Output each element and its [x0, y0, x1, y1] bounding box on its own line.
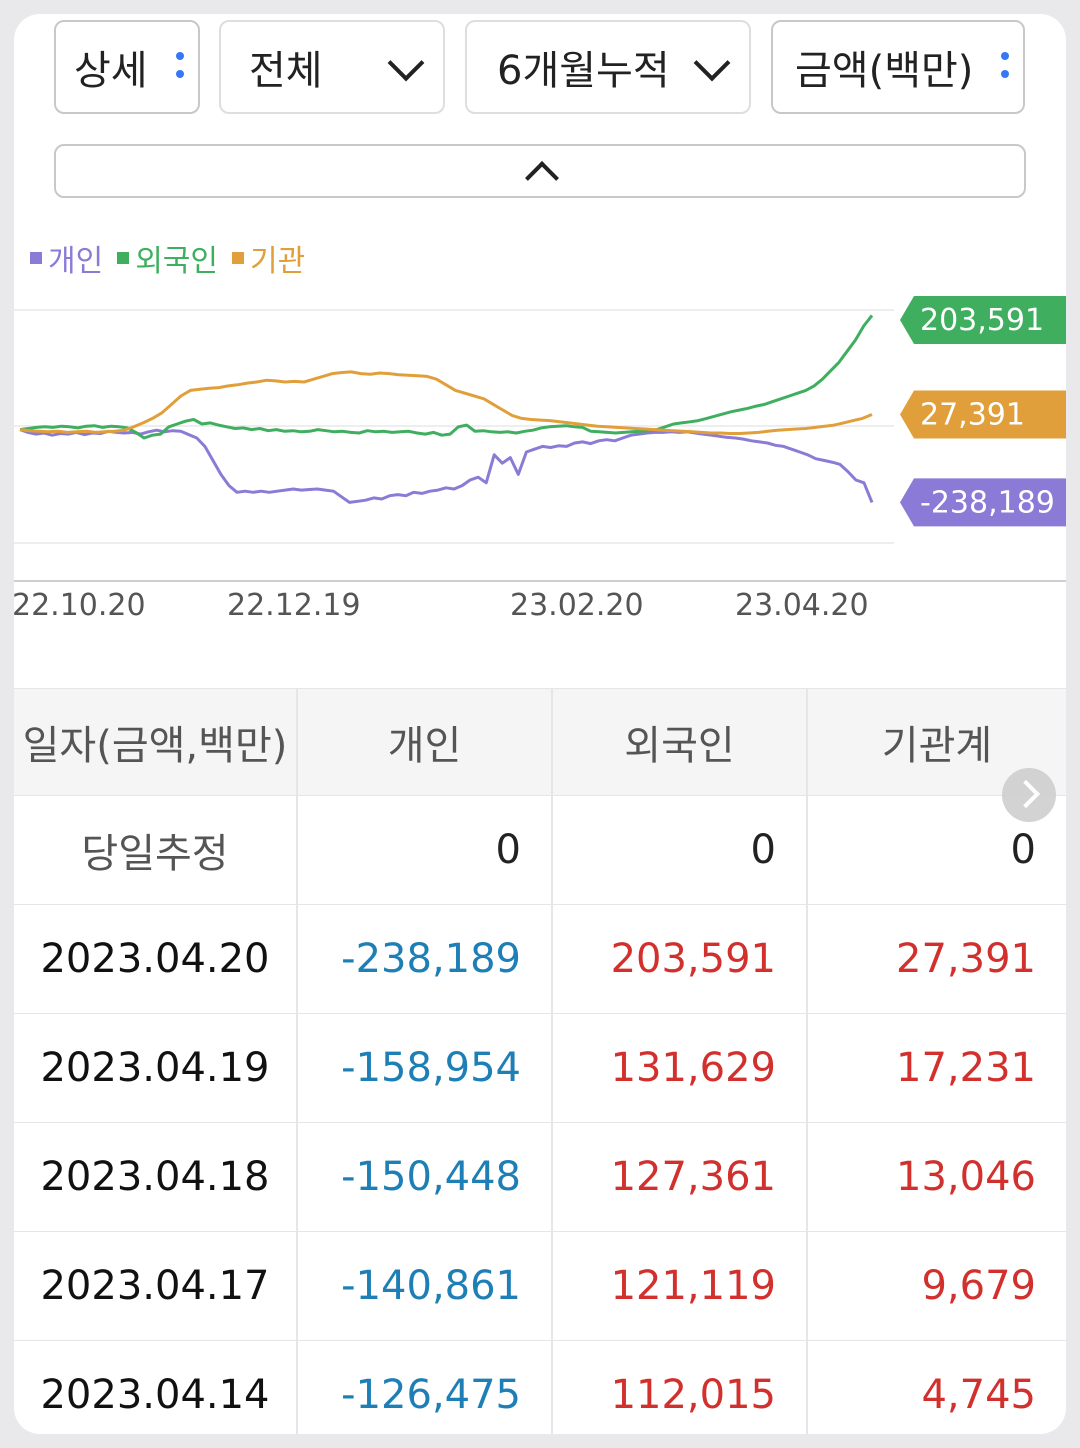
cell-date: 당일추정 [14, 796, 298, 904]
cell-personal: 0 [298, 796, 553, 904]
more-dots-icon [176, 52, 184, 86]
header-personal: 개인 [298, 689, 553, 795]
series-line-2 [19, 370, 873, 435]
chevron-down-icon [693, 44, 731, 82]
cell-institution: 9,679 [921, 1263, 1036, 1309]
legend-label-institution: 기관 [250, 244, 306, 279]
table-row: 2023.04.17 -140,861 121,119 9,679 [14, 1231, 1066, 1340]
cell-foreign: 203,591 [553, 905, 808, 1013]
x-axis-labels: 22.10.20 22.12.19 23.02.20 23.04.20 [14, 588, 1066, 628]
legend-label-personal: 개인 [48, 244, 104, 279]
end-value-tag-bg [900, 296, 1066, 344]
unit-filter-label: 금액(백만) [795, 48, 974, 94]
cell-institution: 13,046 [896, 1154, 1036, 1200]
collapse-filters-button[interactable] [54, 144, 1026, 198]
table-row: 2023.04.14 -126,475 112,015 4,745 [14, 1340, 1066, 1434]
cell-foreign: 121,119 [553, 1232, 808, 1340]
cell-personal: -158,954 [298, 1014, 553, 1122]
cell-institution: 17,231 [896, 1045, 1036, 1091]
cell-date: 2023.04.20 [14, 905, 298, 1013]
end-value-tag-bg [900, 478, 1066, 527]
cell-date: 2023.04.14 [14, 1341, 298, 1434]
end-value-label: 27,391 [920, 398, 1025, 433]
cell-date: 2023.04.19 [14, 1014, 298, 1122]
cell-institution: 27,391 [896, 936, 1036, 982]
more-dots-icon [1001, 52, 1009, 86]
cell-personal: -126,475 [298, 1341, 553, 1434]
cell-date: 2023.04.18 [14, 1123, 298, 1231]
chevron-down-icon [387, 44, 425, 82]
legend-item-foreign: 외국인 [117, 236, 218, 280]
cell-institution: 4,745 [921, 1372, 1036, 1418]
scroll-right-button[interactable] [1002, 768, 1056, 822]
cumulative-line-chart: -238,189 203,591 27,391 [14, 296, 1066, 582]
end-value-tag-bg [900, 390, 1066, 439]
cell-foreign: 131,629 [553, 1014, 808, 1122]
table-header-row: 일자(금액,백만) 개인 외국인 기관계 [14, 688, 1066, 795]
legend-swatch-personal [30, 252, 42, 264]
legend-swatch-institution [232, 252, 245, 264]
cell-foreign: 112,015 [553, 1341, 808, 1434]
period-select-label: 6개월누적 [497, 48, 670, 94]
cell-personal: -238,189 [298, 905, 553, 1013]
x-tick-label: 22.12.19 [227, 588, 361, 623]
series-line-0 [19, 428, 874, 504]
detail-filter-label: 상세 [74, 48, 148, 94]
content-card: 상세 전체 6개월누적 금액(백만) 개인 외국인 기관 [14, 14, 1066, 1434]
legend-item-institution: 기관 [232, 236, 305, 280]
end-value-tag-2: 27,391 [900, 390, 1066, 439]
end-value-label: 203,591 [920, 303, 1044, 338]
legend-item-personal: 개인 [30, 236, 103, 280]
header-foreign: 외국인 [553, 689, 808, 795]
cell-personal: -140,861 [298, 1232, 553, 1340]
detail-filter-button[interactable]: 상세 [54, 20, 200, 114]
legend-label-foreign: 외국인 [135, 244, 219, 279]
cell-personal: -150,448 [298, 1123, 553, 1231]
table-row: 2023.04.20 -238,189 203,591 27,391 [14, 904, 1066, 1013]
series-line-1 [19, 314, 874, 440]
chart-legend: 개인 외국인 기관 [30, 236, 305, 280]
cell-institution: 0 [1010, 827, 1036, 873]
x-tick-label: 22.10.20 [14, 588, 146, 623]
period-select[interactable]: 6개월누적 [465, 20, 751, 114]
scope-select[interactable]: 전체 [219, 20, 445, 114]
cell-foreign: 127,361 [553, 1123, 808, 1231]
cell-foreign: 0 [553, 796, 808, 904]
end-value-tag-0: -238,189 [900, 478, 1066, 527]
investor-trading-table: 일자(금액,백만) 개인 외국인 기관계 당일추정 0 0 0 2023.04.… [14, 688, 1066, 1434]
cell-date: 2023.04.17 [14, 1232, 298, 1340]
table-row: 당일추정 0 0 0 [14, 795, 1066, 904]
x-tick-label: 23.04.20 [735, 588, 869, 623]
table-row: 2023.04.19 -158,954 131,629 17,231 [14, 1013, 1066, 1122]
table-row: 2023.04.18 -150,448 127,361 13,046 [14, 1122, 1066, 1231]
header-institution: 기관계 [881, 723, 993, 769]
header-date: 일자(금액,백만) [14, 689, 298, 795]
scope-select-label: 전체 [249, 48, 323, 94]
unit-filter-button[interactable]: 금액(백만) [771, 20, 1025, 114]
end-value-label: -238,189 [920, 485, 1055, 520]
legend-swatch-foreign [117, 252, 130, 264]
x-tick-label: 23.02.20 [510, 588, 644, 623]
end-value-tag-1: 203,591 [900, 296, 1066, 344]
chevron-up-icon [525, 161, 559, 195]
